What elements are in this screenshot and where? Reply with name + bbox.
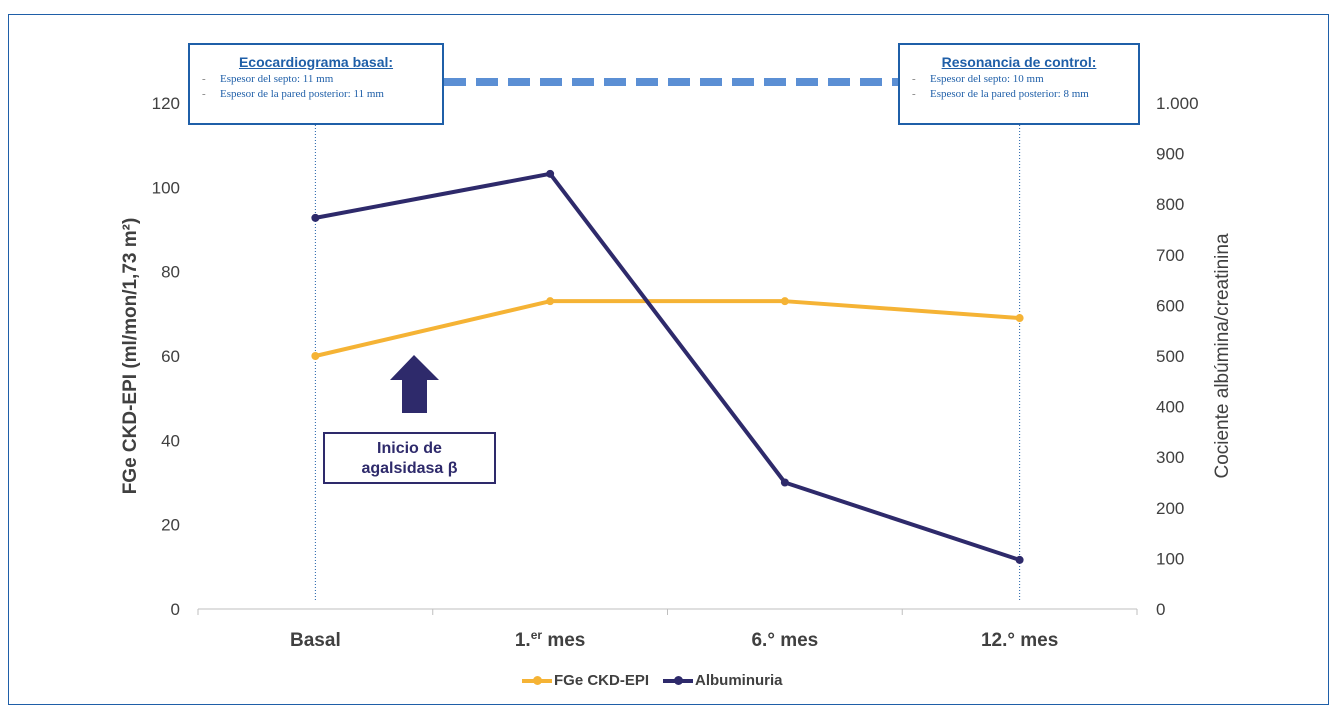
resonancia-item: - Espesor de la pared posterior: 8 mm — [900, 88, 1138, 100]
legend-label-albuminuria: Albuminuria — [695, 672, 783, 689]
bullet-dash: - — [912, 88, 916, 100]
y-right-tick-label: 0 — [1156, 600, 1165, 619]
y-right-tick-label: 500 — [1156, 347, 1184, 366]
y-right-tick-label: 100 — [1156, 549, 1184, 568]
y-right-axis-title: Cociente albúmina/creatinina — [1212, 233, 1233, 478]
series-line-fge — [314, 299, 1020, 358]
data-point-albuminuria — [311, 213, 320, 222]
bullet-dash: - — [202, 88, 206, 100]
y-right-tick-label: 400 — [1156, 398, 1184, 417]
y-left-tick-label: 20 — [161, 516, 180, 535]
resonancia-box: Resonancia de control: - Espesor del sept… — [898, 43, 1140, 125]
legend-entry-fge: FGe CKD-EPI — [522, 672, 649, 689]
data-point-fge — [311, 352, 320, 360]
y-right-tick-label: 700 — [1156, 246, 1184, 265]
ecocardiograma-item: - Espesor de la pared posterior: 11 mm — [190, 88, 442, 100]
data-point-fge — [546, 297, 555, 306]
data-point-albuminuria — [780, 478, 789, 487]
resonancia-item: - Espesor del septo: 10 mm — [900, 73, 1138, 85]
legend: FGe CKD-EPI Albuminuria — [522, 672, 797, 689]
resonancia-pared: Espesor de la pared posterior: 8 mm — [930, 88, 1089, 100]
chart-frame — [8, 14, 1329, 705]
y-left-tick-label: 40 — [161, 431, 180, 450]
ecocardiograma-septo: Espesor del septo: 11 mm — [220, 73, 334, 85]
y-right-tick-label: 800 — [1156, 195, 1184, 214]
data-point-fge — [780, 297, 789, 306]
inicio-agalsidasa-box: Inicio de agalsidasa β — [323, 432, 496, 484]
bullet-dash: - — [202, 73, 206, 85]
legend-swatch-fge — [522, 675, 552, 685]
resonancia-septo: Espesor del septo: 10 mm — [930, 73, 1044, 85]
ecocardiograma-box: Ecocardiograma basal: - Espesor del septo… — [188, 43, 444, 125]
x-tick-label: 12.° mes — [981, 630, 1058, 651]
series-line-albuminuria — [315, 171, 1021, 562]
up-arrow-icon — [390, 355, 439, 413]
resonancia-title: Resonancia de control: — [941, 54, 1097, 70]
y-right-tick-label: 300 — [1156, 448, 1184, 467]
ecocardiograma-title: Ecocardiograma basal: — [238, 54, 394, 70]
y-right-tick-label: 600 — [1156, 296, 1184, 315]
legend-label-fge: FGe CKD-EPI — [554, 672, 650, 689]
data-point-albuminuria — [1015, 555, 1024, 564]
y-left-tick-label: 60 — [161, 347, 180, 366]
bullet-dash: - — [912, 73, 916, 85]
inicio-line2: agalsidasa β — [361, 460, 458, 477]
y-right-tick-label: 1.000 — [1156, 94, 1199, 113]
x-tick-label: 1.er mes — [515, 628, 586, 651]
ecocardiograma-item: - Espesor del septo: 11 mm — [190, 73, 442, 85]
data-point-albuminuria — [546, 169, 555, 178]
y-right-tick-label: 900 — [1156, 145, 1184, 164]
y-left-tick-label: 120 — [152, 94, 180, 113]
data-point-fge — [1015, 314, 1024, 323]
y-left-tick-label: 0 — [171, 600, 180, 619]
y-left-axis-title: FGe CKD-EPI (ml/mon/1,73 m²) — [120, 218, 141, 495]
y-left-tick-label: 100 — [152, 178, 180, 197]
x-tick-label: 6.° mes — [751, 630, 818, 651]
legend-entry-albuminuria: Albuminuria — [663, 672, 783, 689]
inicio-line1: Inicio de — [377, 440, 442, 457]
x-tick-label: Basal — [290, 630, 341, 651]
ecocardiograma-pared: Espesor de la pared posterior: 11 mm — [220, 88, 384, 100]
y-right-tick-label: 200 — [1156, 499, 1184, 518]
y-left-tick-label: 80 — [161, 263, 180, 282]
legend-swatch-albuminuria — [663, 675, 694, 685]
